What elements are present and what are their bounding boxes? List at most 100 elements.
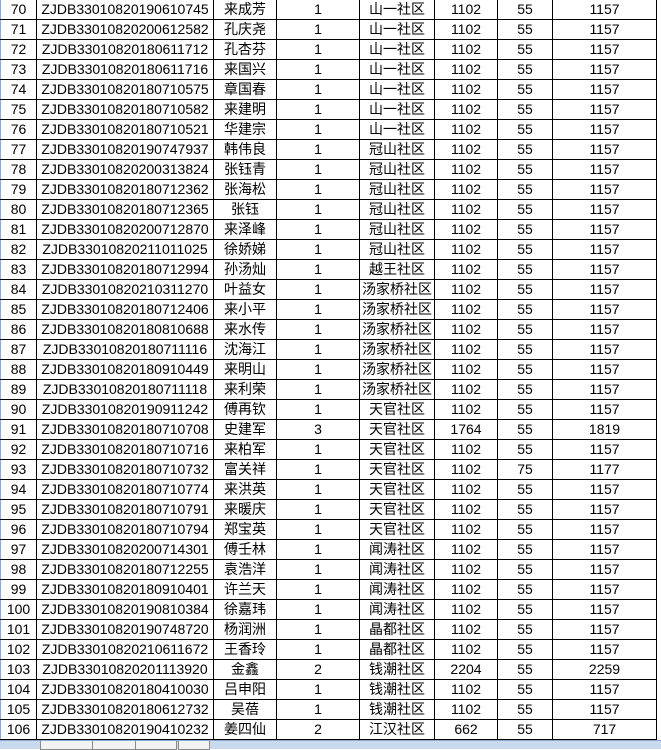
- community-cell[interactable]: 冠山社区: [359, 159, 435, 180]
- household-count-cell[interactable]: 1: [276, 199, 360, 220]
- total-amount-cell[interactable]: 1177: [552, 459, 657, 480]
- record-id-cell[interactable]: ZJDB33010820180710791: [36, 499, 214, 520]
- household-count-cell[interactable]: 1: [276, 399, 360, 420]
- base-amount-cell[interactable]: 1102: [434, 499, 498, 520]
- community-cell[interactable]: 天官社区: [359, 499, 435, 520]
- person-name-cell[interactable]: 华建宗: [213, 119, 277, 140]
- community-cell[interactable]: 闻涛社区: [359, 579, 435, 600]
- total-amount-cell[interactable]: 1157: [552, 479, 657, 500]
- person-name-cell[interactable]: 来国兴: [213, 59, 277, 80]
- person-name-cell[interactable]: 金鑫: [213, 659, 277, 680]
- community-cell[interactable]: 江汉社区: [359, 719, 435, 740]
- row-number-cell[interactable]: 87: [0, 339, 37, 360]
- total-amount-cell[interactable]: 1157: [552, 499, 657, 520]
- community-cell[interactable]: 天官社区: [359, 459, 435, 480]
- total-amount-cell[interactable]: 1157: [552, 379, 657, 400]
- extra-amount-cell[interactable]: 55: [497, 499, 553, 520]
- row-number-cell[interactable]: 106: [0, 719, 37, 740]
- base-amount-cell[interactable]: 1102: [434, 239, 498, 260]
- household-count-cell[interactable]: 1: [276, 159, 360, 180]
- extra-amount-cell[interactable]: 55: [497, 79, 553, 100]
- person-name-cell[interactable]: 袁浩洋: [213, 559, 277, 580]
- base-amount-cell[interactable]: 1102: [434, 619, 498, 640]
- household-count-cell[interactable]: 1: [276, 219, 360, 240]
- row-number-cell[interactable]: 94: [0, 479, 37, 500]
- total-amount-cell[interactable]: 1157: [552, 679, 657, 700]
- total-amount-cell[interactable]: 1157: [552, 0, 657, 20]
- household-count-cell[interactable]: 1: [276, 39, 360, 60]
- household-count-cell[interactable]: 1: [276, 539, 360, 560]
- base-amount-cell[interactable]: 1102: [434, 399, 498, 420]
- person-name-cell[interactable]: 王香玲: [213, 639, 277, 660]
- row-number-cell[interactable]: 102: [0, 639, 37, 660]
- extra-amount-cell[interactable]: 55: [497, 59, 553, 80]
- community-cell[interactable]: 闻涛社区: [359, 559, 435, 580]
- extra-amount-cell[interactable]: 55: [497, 99, 553, 120]
- household-count-cell[interactable]: 1: [276, 139, 360, 160]
- person-name-cell[interactable]: 许兰天: [213, 579, 277, 600]
- extra-amount-cell[interactable]: 55: [497, 719, 553, 740]
- person-name-cell[interactable]: 吕申阳: [213, 679, 277, 700]
- household-count-cell[interactable]: 1: [276, 599, 360, 620]
- record-id-cell[interactable]: ZJDB33010820200712870: [36, 219, 214, 240]
- extra-amount-cell[interactable]: 55: [497, 39, 553, 60]
- person-name-cell[interactable]: 孔杏芬: [213, 39, 277, 60]
- total-amount-cell[interactable]: 1157: [552, 39, 657, 60]
- record-id-cell[interactable]: ZJDB33010820211011025: [36, 239, 214, 260]
- record-id-cell[interactable]: ZJDB33010820180712406: [36, 299, 214, 320]
- extra-amount-cell[interactable]: 55: [497, 359, 553, 380]
- record-id-cell[interactable]: ZJDB33010820190610745: [36, 0, 214, 20]
- person-name-cell[interactable]: 来水传: [213, 319, 277, 340]
- extra-amount-cell[interactable]: 55: [497, 559, 553, 580]
- record-id-cell[interactable]: ZJDB33010820190747937: [36, 139, 214, 160]
- total-amount-cell[interactable]: 1157: [552, 159, 657, 180]
- household-count-cell[interactable]: 1: [276, 99, 360, 120]
- extra-amount-cell[interactable]: 55: [497, 659, 553, 680]
- row-number-cell[interactable]: 91: [0, 419, 37, 440]
- row-number-cell[interactable]: 89: [0, 379, 37, 400]
- record-id-cell[interactable]: ZJDB33010820180712255: [36, 559, 214, 580]
- record-id-cell[interactable]: ZJDB33010820180712365: [36, 199, 214, 220]
- row-number-cell[interactable]: 79: [0, 179, 37, 200]
- base-amount-cell[interactable]: 1102: [434, 379, 498, 400]
- community-cell[interactable]: 汤家桥社区: [359, 279, 435, 300]
- person-name-cell[interactable]: 来柏军: [213, 439, 277, 460]
- total-amount-cell[interactable]: 1157: [552, 179, 657, 200]
- total-amount-cell[interactable]: 1157: [552, 19, 657, 40]
- person-name-cell[interactable]: 傅再钦: [213, 399, 277, 420]
- total-amount-cell[interactable]: 2259: [552, 659, 657, 680]
- row-number-cell[interactable]: 97: [0, 539, 37, 560]
- base-amount-cell[interactable]: 1102: [434, 459, 498, 480]
- base-amount-cell[interactable]: 1102: [434, 679, 498, 700]
- total-amount-cell[interactable]: 717: [552, 719, 657, 740]
- household-count-cell[interactable]: 1: [276, 59, 360, 80]
- community-cell[interactable]: 闻涛社区: [359, 599, 435, 620]
- community-cell[interactable]: 晶都社区: [359, 639, 435, 660]
- person-name-cell[interactable]: 杨润洲: [213, 619, 277, 640]
- community-cell[interactable]: 汤家桥社区: [359, 339, 435, 360]
- record-id-cell[interactable]: ZJDB33010820180611716: [36, 59, 214, 80]
- household-count-cell[interactable]: 1: [276, 379, 360, 400]
- community-cell[interactable]: 闻涛社区: [359, 539, 435, 560]
- record-id-cell[interactable]: ZJDB33010820180910449: [36, 359, 214, 380]
- community-cell[interactable]: 山一社区: [359, 19, 435, 40]
- person-name-cell[interactable]: 傅壬林: [213, 539, 277, 560]
- base-amount-cell[interactable]: 1102: [434, 159, 498, 180]
- community-cell[interactable]: 汤家桥社区: [359, 299, 435, 320]
- extra-amount-cell[interactable]: 55: [497, 519, 553, 540]
- extra-amount-cell[interactable]: 55: [497, 599, 553, 620]
- row-number-cell[interactable]: 80: [0, 199, 37, 220]
- total-amount-cell[interactable]: 1157: [552, 639, 657, 660]
- total-amount-cell[interactable]: 1157: [552, 259, 657, 280]
- community-cell[interactable]: 钱潮社区: [359, 699, 435, 720]
- total-amount-cell[interactable]: 1157: [552, 239, 657, 260]
- total-amount-cell[interactable]: 1157: [552, 579, 657, 600]
- person-name-cell[interactable]: 章国春: [213, 79, 277, 100]
- total-amount-cell[interactable]: 1157: [552, 399, 657, 420]
- household-count-cell[interactable]: 3: [276, 419, 360, 440]
- community-cell[interactable]: 山一社区: [359, 79, 435, 100]
- record-id-cell[interactable]: ZJDB33010820200313824: [36, 159, 214, 180]
- base-amount-cell[interactable]: 1102: [434, 479, 498, 500]
- extra-amount-cell[interactable]: 55: [497, 439, 553, 460]
- person-name-cell[interactable]: 沈海江: [213, 339, 277, 360]
